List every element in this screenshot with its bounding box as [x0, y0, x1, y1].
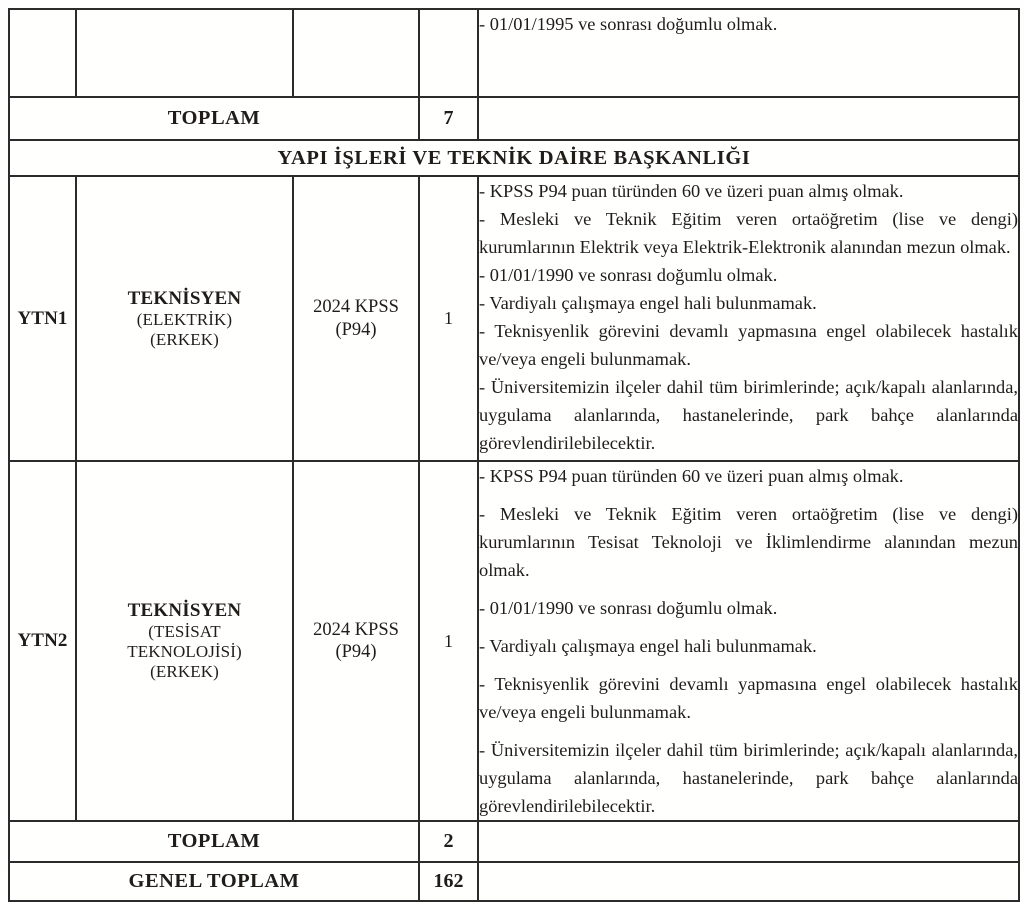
cell-requirements-carryover: - 01/01/1995 ve sonrası doğumlu olmak. [477, 8, 1020, 98]
cell-title-ytn1: TEKNİSYEN (ELEKTRİK) (ERKEK) [75, 175, 294, 462]
kpss-year-ytn1: 2024 KPSS [313, 297, 399, 318]
table-row-position-ytn1: YTN1 TEKNİSYEN (ELEKTRİK) (ERKEK) 2024 K… [8, 175, 1020, 462]
grand-total-blank [477, 861, 1020, 902]
cell-kpss-ytn1: 2024 KPSS (P94) [292, 175, 420, 462]
requirement-item: - Mesleki ve Teknik Eğitim veren ortaöğr… [479, 504, 1018, 580]
section-total-blank [477, 820, 1020, 863]
position-title-main-ytn1: TEKNİSYEN [127, 287, 242, 309]
document-page: - 01/01/1995 ve sonrası doğumlu olmak. T… [8, 8, 1020, 902]
cell-kpss-ytn2: 2024 KPSS (P94) [292, 460, 420, 822]
cell-title-carryover [75, 8, 294, 98]
kpss-type-ytn2: (P94) [335, 642, 377, 662]
cell-requirements-ytn2: - KPSS P94 puan türünden 60 ve üzeri pua… [477, 460, 1020, 822]
cell-kpss-carryover [292, 8, 420, 98]
section-total-value: 2 [418, 820, 479, 863]
position-title-sub1-ytn1: (ELEKTRİK) [136, 309, 233, 329]
requirement-item: - KPSS P94 puan türünden 60 ve üzeri pua… [479, 466, 904, 486]
table-row-section-total: TOPLAM 2 [8, 820, 1020, 863]
kpss-type-ytn1: (P94) [335, 319, 377, 340]
requirement-item: - Mesleki ve Teknik Eğitim veren ortaöğr… [479, 209, 1018, 257]
cell-code-ytn2: YTN2 [8, 460, 77, 822]
table-row-position-ytn2: YTN2 TEKNİSYEN (TESİSAT TEKNOLOJİSİ) (ER… [8, 460, 1020, 822]
total-label-previous: TOPLAM [8, 96, 420, 141]
cell-code-carryover [8, 8, 77, 98]
requirement-item: - 01/01/1995 ve sonrası doğumlu olmak. [479, 14, 778, 34]
requirement-list-carryover: - 01/01/1995 ve sonrası doğumlu olmak. [479, 10, 1018, 38]
position-title-sub2-ytn2: TEKNOLOJİSİ) [127, 642, 242, 662]
requirement-list-ytn1: - KPSS P94 puan türünden 60 ve üzeri pua… [479, 177, 1018, 457]
requirement-item: - Üniversitemizin ilçeler dahil tüm biri… [479, 740, 1018, 816]
grand-total-label: GENEL TOPLAM [8, 861, 420, 902]
department-banner: YAPI İŞLERİ VE TEKNİK DAİRE BAŞKANLIĞI [8, 139, 1020, 177]
table-row-carryover: - 01/01/1995 ve sonrası doğumlu olmak. [8, 8, 1020, 98]
cell-count-carryover [418, 8, 479, 98]
position-title-main-ytn2: TEKNİSYEN [127, 600, 242, 622]
total-blank-previous [477, 96, 1020, 141]
grand-total-value: 162 [418, 861, 479, 902]
requirement-list-ytn2: - KPSS P94 puan türünden 60 ve üzeri pua… [479, 462, 1018, 820]
section-total-label: TOPLAM [8, 820, 420, 863]
requirement-item: - KPSS P94 puan türünden 60 ve üzeri pua… [479, 181, 904, 201]
requirement-item: - Vardiyalı çalışmaya engel hali bulunma… [479, 636, 817, 656]
requirement-item: - Vardiyalı çalışmaya engel hali bulunma… [479, 293, 817, 313]
position-title-sub2-ytn1: (ERKEK) [150, 329, 219, 349]
cell-count-ytn1: 1 [418, 175, 479, 462]
total-value-previous: 7 [418, 96, 479, 141]
requirement-item: - Üniversitemizin ilçeler dahil tüm biri… [479, 377, 1018, 453]
recruitment-table: - 01/01/1995 ve sonrası doğumlu olmak. T… [8, 8, 1020, 902]
requirement-item: - 01/01/1990 ve sonrası doğumlu olmak. [479, 265, 778, 285]
cell-title-ytn2: TEKNİSYEN (TESİSAT TEKNOLOJİSİ) (ERKEK) [75, 460, 294, 822]
position-title-sub1-ytn2: (TESİSAT [148, 622, 221, 642]
table-row-department-header: YAPI İŞLERİ VE TEKNİK DAİRE BAŞKANLIĞI [8, 139, 1020, 177]
requirement-item: - Teknisyenlik görevini devamlı yapmasın… [479, 321, 1018, 369]
kpss-year-ytn2: 2024 KPSS [313, 619, 399, 640]
position-title-sub3-ytn2: (ERKEK) [150, 661, 219, 681]
table-row-grand-total: GENEL TOPLAM 162 [8, 861, 1020, 902]
cell-code-ytn1: YTN1 [8, 175, 77, 462]
requirement-item: - 01/01/1990 ve sonrası doğumlu olmak. [479, 598, 778, 618]
requirement-item: - Teknisyenlik görevini devamlı yapmasın… [479, 674, 1018, 722]
cell-requirements-ytn1: - KPSS P94 puan türünden 60 ve üzeri pua… [477, 175, 1020, 462]
table-row-total-previous-section: TOPLAM 7 [8, 96, 1020, 141]
cell-count-ytn2: 1 [418, 460, 479, 822]
